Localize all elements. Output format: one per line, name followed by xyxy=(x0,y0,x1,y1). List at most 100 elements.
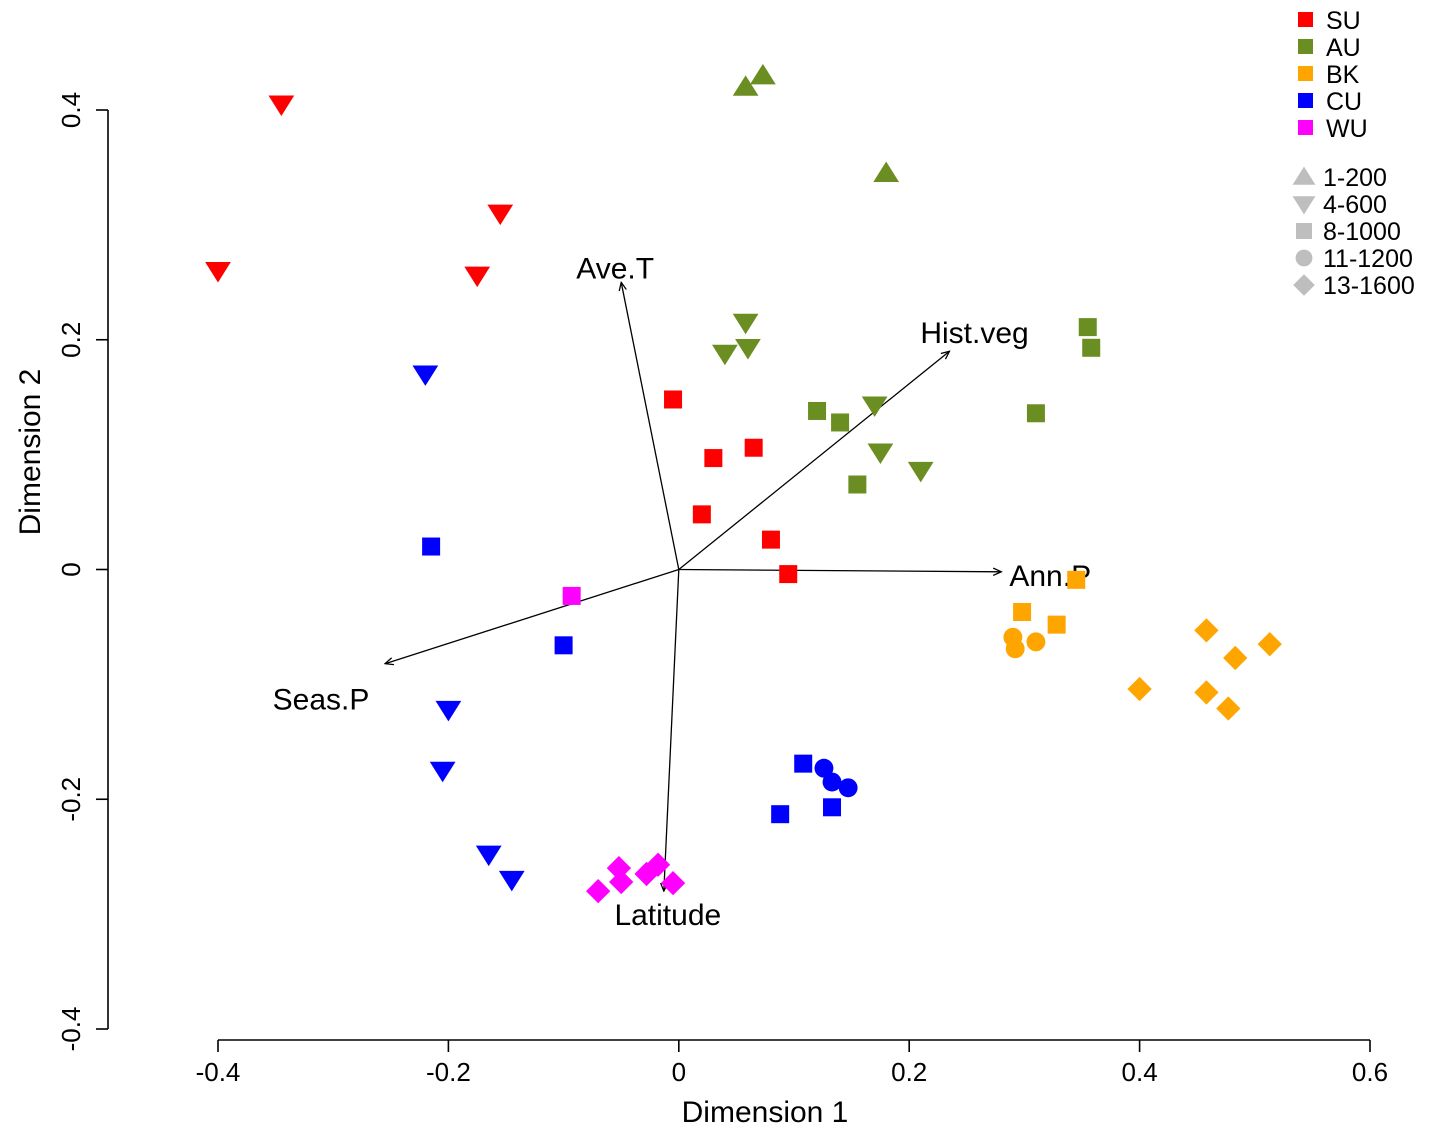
vector-arrow xyxy=(678,351,950,571)
point-cu-circle xyxy=(822,772,842,792)
vector-arrow xyxy=(664,569,680,892)
vector-arrow xyxy=(678,570,1002,572)
point-bk-diamond xyxy=(1194,680,1219,705)
x-tick-label: 0.6 xyxy=(1352,1057,1388,1087)
legend-shape-circle xyxy=(1295,249,1313,267)
x-tick-label: -0.2 xyxy=(426,1057,471,1087)
point-au-triangle-down xyxy=(861,396,888,417)
point-wu-diamond xyxy=(609,869,634,895)
legend-label: 11-1200 xyxy=(1323,245,1413,273)
legend-label: WU xyxy=(1326,115,1368,143)
point-cu-square xyxy=(771,805,790,824)
point-bk-diamond xyxy=(1127,676,1152,702)
point-cu-triangle-down xyxy=(435,700,462,722)
x-tick-label: 0.2 xyxy=(891,1057,927,1087)
point-au-triangle-up xyxy=(732,75,759,96)
point-su-triangle-down xyxy=(464,266,491,288)
point-cu-circle xyxy=(838,778,858,798)
y-axis: -0.4 -0.2 0 0.2 0.4 Dimension 2 xyxy=(14,92,109,1052)
legend-label: 13-1600 xyxy=(1323,272,1415,300)
legend-swatch xyxy=(1298,66,1313,81)
point-cu-triangle-down xyxy=(475,845,502,867)
point-au-triangle-up xyxy=(750,63,776,85)
point-bk-diamond xyxy=(1257,632,1282,657)
legend-label: CU xyxy=(1326,88,1362,116)
point-au-triangle-up xyxy=(873,161,900,182)
legend-label: 8-1000 xyxy=(1323,218,1401,246)
point-su-square xyxy=(664,390,683,409)
y-tick-label: -0.2 xyxy=(56,777,86,822)
point-su-square xyxy=(692,505,711,524)
point-au-triangle-down xyxy=(867,443,894,465)
vector-label: Hist.veg xyxy=(920,317,1028,350)
vector-arrow xyxy=(621,282,680,570)
point-au-triangle-down xyxy=(735,339,761,360)
point-bk-diamond xyxy=(1194,618,1219,643)
point-au-triangle-down xyxy=(732,313,759,335)
point-cu-square xyxy=(422,537,441,556)
y-tick-label: -0.4 xyxy=(56,1007,86,1052)
legend-shape-triangle-down xyxy=(1292,196,1316,215)
point-su-square xyxy=(779,565,798,584)
legend-label: SU xyxy=(1326,7,1361,35)
point-au-triangle-down xyxy=(907,461,934,483)
legend-shape-square xyxy=(1296,223,1312,239)
legend-swatch xyxy=(1298,39,1313,54)
point-au-triangle-down xyxy=(712,344,738,366)
point-au-square xyxy=(1082,338,1101,357)
point-au-square xyxy=(808,401,827,420)
point-su-triangle-down xyxy=(268,95,295,116)
x-tick-label: -0.4 xyxy=(196,1057,241,1087)
legend-swatch xyxy=(1298,93,1313,108)
x-axis-label: Dimension 1 xyxy=(682,1096,849,1128)
point-su-square xyxy=(761,530,780,549)
vector-label: Seas.P xyxy=(273,684,370,717)
point-cu-square xyxy=(554,636,573,655)
point-cu-triangle-down xyxy=(429,761,456,783)
vector-label: Latitude xyxy=(614,899,721,932)
point-au-square xyxy=(1078,318,1097,337)
point-bk-circle xyxy=(1005,639,1025,659)
x-axis: -0.4 -0.2 0 0.2 0.4 0.6 Dimension 1 xyxy=(196,1039,1388,1128)
legend-label: 1-200 xyxy=(1323,164,1387,192)
data-points xyxy=(205,63,1282,904)
legend-swatch xyxy=(1298,120,1313,135)
point-cu-triangle-down xyxy=(498,870,525,892)
point-au-square xyxy=(1026,404,1045,423)
vector-arrow xyxy=(385,568,679,664)
point-bk-diamond xyxy=(1216,696,1241,721)
point-su-triangle-down xyxy=(205,262,231,283)
x-tick-label: 0.4 xyxy=(1122,1057,1158,1087)
point-cu-triangle-down xyxy=(412,365,439,386)
point-au-square xyxy=(848,475,867,494)
point-cu-circle xyxy=(814,758,834,778)
point-bk-square xyxy=(1047,615,1066,634)
legend-shape-triangle-up xyxy=(1292,166,1316,185)
y-axis-label: Dimension 2 xyxy=(14,369,47,536)
legend-shape-diamond xyxy=(1293,274,1315,296)
point-wu-diamond xyxy=(660,870,686,896)
vector-label: Ave.T xyxy=(576,252,654,285)
point-wu-diamond xyxy=(645,852,671,877)
legend-swatch xyxy=(1298,12,1313,27)
point-au-square xyxy=(831,413,850,432)
legend-label: BK xyxy=(1326,61,1360,89)
point-cu-square xyxy=(823,798,842,817)
y-tick-label: 0.2 xyxy=(56,322,86,358)
point-su-square xyxy=(704,449,723,468)
x-tick-label: 0 xyxy=(672,1057,686,1087)
legend-label: 4-600 xyxy=(1323,191,1387,219)
point-su-square xyxy=(744,438,763,457)
point-bk-diamond xyxy=(1223,645,1248,671)
point-bk-square xyxy=(1013,603,1032,622)
point-bk-square xyxy=(1067,570,1086,589)
point-wu-diamond xyxy=(586,879,611,904)
legend-label: AU xyxy=(1326,34,1361,62)
point-su-triangle-down xyxy=(487,204,514,226)
point-bk-circle xyxy=(1026,632,1046,652)
point-wu-square xyxy=(562,586,581,605)
